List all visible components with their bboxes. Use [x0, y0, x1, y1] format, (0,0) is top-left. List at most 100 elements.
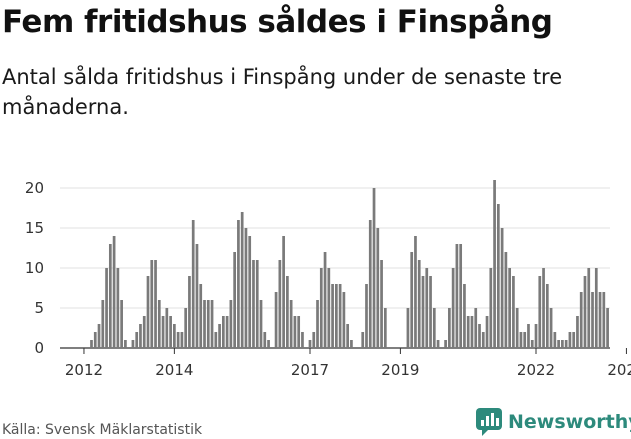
- bar: [489, 268, 493, 348]
- bar: [474, 308, 478, 348]
- bar: [549, 308, 553, 348]
- y-tick-label: 5: [34, 299, 44, 317]
- bar: [316, 300, 319, 348]
- bar: [587, 268, 591, 348]
- bar: [240, 212, 244, 348]
- x-tick-label: 2022: [517, 361, 555, 379]
- bar: [203, 300, 206, 348]
- bar: [157, 300, 161, 348]
- bar: [481, 332, 485, 348]
- bar: [139, 324, 142, 348]
- y-axis: 0 5 10 15 20: [25, 179, 44, 357]
- y-tick-label: 15: [25, 219, 44, 237]
- bar-series: [90, 180, 609, 348]
- bar: [301, 332, 304, 348]
- bar: [365, 284, 368, 348]
- y-tick-label: 10: [25, 259, 44, 277]
- bar: [331, 284, 334, 348]
- bar: [414, 236, 417, 348]
- bar: [583, 276, 587, 348]
- bar: [485, 316, 489, 348]
- bar: [606, 308, 609, 348]
- x-tick-label: 2014: [155, 361, 193, 379]
- bar: [350, 340, 353, 348]
- bar: [274, 292, 278, 348]
- bar: [335, 284, 338, 348]
- bar: [470, 316, 474, 348]
- bar: [169, 316, 172, 348]
- bar: [259, 300, 263, 348]
- bar: [101, 300, 105, 348]
- bar: [598, 292, 602, 348]
- bar: [383, 308, 387, 348]
- bar: [564, 340, 568, 348]
- bar: [237, 220, 240, 348]
- bar: [221, 316, 225, 348]
- bar: [466, 316, 470, 348]
- bar: [410, 252, 414, 348]
- bar: [97, 324, 101, 348]
- bar: [184, 308, 188, 348]
- bar: [233, 252, 236, 348]
- bar-chart: 2012 2014 2017 2019 2022 2024 0 5 10 15 20 5: [25, 160, 631, 379]
- chart-title: Fem fritidshus såldes i Finspång: [2, 4, 553, 40]
- bar: [319, 268, 323, 348]
- bar: [372, 188, 376, 348]
- bar: [542, 268, 545, 348]
- bar: [210, 300, 214, 348]
- bar: [165, 308, 169, 348]
- bar: [444, 340, 447, 348]
- bar: [188, 276, 191, 348]
- bar: [112, 236, 116, 348]
- bar: [199, 284, 203, 348]
- bar: [308, 340, 312, 348]
- bar: [602, 292, 606, 348]
- bar: [150, 260, 154, 348]
- bar: [206, 300, 210, 348]
- bar: [225, 316, 229, 348]
- bar: [105, 268, 108, 348]
- bar: [173, 324, 176, 348]
- newsworthy-logo: Newsworthy: [476, 408, 631, 436]
- bar: [436, 340, 440, 348]
- bar: [263, 332, 267, 348]
- bar: [459, 244, 463, 348]
- bar: [538, 276, 542, 348]
- bar: [248, 236, 252, 348]
- bar: [135, 332, 139, 348]
- bar: [519, 332, 523, 348]
- bar: [244, 228, 248, 348]
- source-note: Källa: Svensk Mäklarstatistik: [2, 422, 203, 438]
- x-axis: 2012 2014 2017 2019 2022 2024: [65, 348, 631, 379]
- bar: [346, 324, 350, 348]
- bar: [591, 292, 594, 348]
- bar: [429, 276, 432, 348]
- bar: [229, 300, 233, 348]
- bar: [293, 316, 297, 348]
- bar: [463, 284, 466, 348]
- bar: [120, 300, 123, 348]
- bar: [561, 340, 564, 348]
- bar: [195, 244, 199, 348]
- bar: [116, 268, 120, 348]
- bar: [530, 340, 534, 348]
- bar: [286, 276, 289, 348]
- bar: [576, 316, 579, 348]
- bar: [142, 316, 146, 348]
- bar: [421, 276, 425, 348]
- bar: [425, 268, 429, 348]
- bar: [93, 332, 97, 348]
- bar: [282, 236, 285, 348]
- bar: [255, 260, 259, 348]
- bar: [594, 268, 598, 348]
- last-value-label: 5: [620, 160, 630, 164]
- bar: [376, 228, 380, 348]
- bar: [553, 332, 557, 348]
- bar: [451, 268, 455, 348]
- chart-subtitle: Antal sålda fritidshus i Finspång under …: [2, 65, 563, 119]
- bar: [406, 308, 410, 348]
- bar: [90, 340, 93, 348]
- bar: [557, 340, 560, 348]
- bar: [478, 324, 481, 348]
- bar: [417, 260, 421, 348]
